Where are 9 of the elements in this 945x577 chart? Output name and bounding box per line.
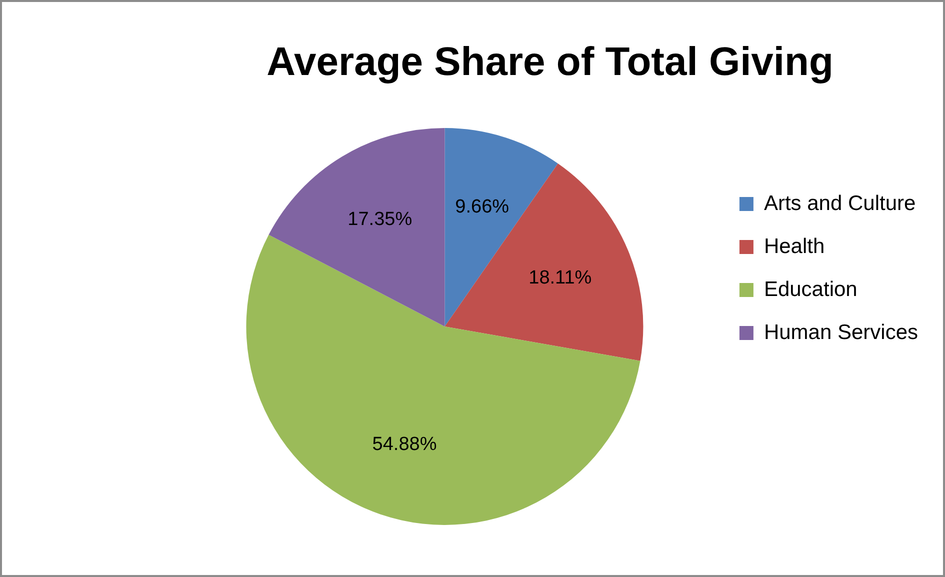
legend-label: Arts and Culture bbox=[764, 192, 916, 215]
legend-label: Education bbox=[764, 278, 858, 301]
chart-title: Average Share of Total Giving bbox=[266, 40, 834, 84]
data-label: 17.35% bbox=[348, 208, 412, 230]
data-label: 9.66% bbox=[455, 196, 510, 218]
legend-label: Health bbox=[764, 234, 825, 258]
legend-label: Human Services bbox=[764, 320, 918, 344]
data-label: 54.88% bbox=[372, 434, 437, 456]
data-label: 18.11% bbox=[528, 268, 592, 289]
